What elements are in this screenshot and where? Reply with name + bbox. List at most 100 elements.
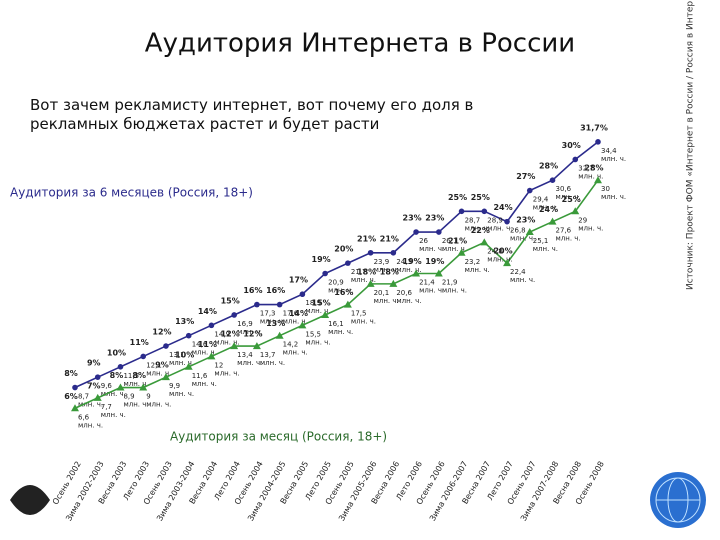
point bbox=[94, 374, 101, 380]
audience-label: 22,4 млн. ч. bbox=[510, 268, 535, 284]
globe-icon bbox=[650, 472, 706, 528]
point bbox=[436, 229, 442, 235]
audience-unit: млн. ч. bbox=[351, 318, 376, 326]
audience-unit: млн. ч. bbox=[533, 245, 558, 253]
audience-value: 9,9 bbox=[169, 382, 180, 390]
point bbox=[389, 279, 398, 287]
audience-unit: млн. ч. bbox=[214, 338, 239, 346]
value-label: 13% bbox=[175, 317, 194, 326]
audience-unit: млн. ч. bbox=[328, 287, 353, 295]
point bbox=[230, 342, 239, 350]
audience-unit: млн. ч. bbox=[260, 359, 285, 367]
value-label: 19% bbox=[425, 257, 444, 266]
audience-unit: млн. ч. bbox=[146, 369, 171, 377]
audience-unit: млн. ч. bbox=[396, 297, 421, 305]
point bbox=[367, 249, 374, 256]
value-label: 7% bbox=[87, 381, 101, 390]
value-label: 14% bbox=[289, 309, 308, 318]
audience-value: 11,5 bbox=[123, 372, 139, 380]
audience-label: 12,1 млн. ч. bbox=[146, 361, 171, 377]
audience-value: 26,1 bbox=[442, 237, 458, 245]
audience-unit: млн. ч. bbox=[101, 390, 126, 398]
audience-label: 34,4 млн. ч. bbox=[601, 147, 626, 163]
audience-unit: млн. ч. bbox=[283, 318, 308, 326]
audience-label: 9 млн. ч. bbox=[146, 393, 171, 409]
value-label: 23% bbox=[516, 216, 535, 225]
audience-value: 16,1 bbox=[328, 320, 344, 328]
value-label: 13% bbox=[266, 319, 285, 328]
point bbox=[93, 393, 102, 401]
value-label: 23% bbox=[403, 214, 422, 223]
audience-label: 17,5 млн. ч. bbox=[351, 310, 376, 326]
point bbox=[117, 364, 124, 370]
audience-value: 13,1 bbox=[169, 351, 185, 359]
audience-label: 11,6 млн. ч. bbox=[192, 372, 217, 388]
audience-label: 12 млн. ч. bbox=[214, 361, 239, 377]
point bbox=[275, 331, 284, 339]
point bbox=[595, 139, 601, 145]
value-label: 15% bbox=[221, 296, 240, 305]
audience-label: 28,9 млн. ч. bbox=[487, 216, 512, 232]
audience-unit: млн. ч. bbox=[237, 359, 262, 367]
audience-label: 17,3 млн. ч. bbox=[260, 310, 285, 326]
value-label: 24% bbox=[493, 203, 512, 212]
audience-value: 9,6 bbox=[101, 382, 113, 390]
audience-value: 14,6 bbox=[192, 341, 208, 349]
value-label: 25% bbox=[448, 193, 467, 202]
audience-label: 18,9 млн. ч. bbox=[305, 299, 330, 315]
audience-unit: млн. ч. bbox=[442, 245, 467, 253]
value-label: 9% bbox=[87, 359, 101, 368]
value-label: 10% bbox=[175, 350, 194, 359]
point bbox=[480, 238, 489, 246]
point bbox=[548, 217, 557, 225]
audience-value: 20,1 bbox=[374, 289, 390, 297]
point bbox=[412, 269, 421, 277]
audience-label: 20,9 млн. ч. bbox=[328, 279, 353, 295]
audience-unit: млн. ч. bbox=[465, 266, 490, 274]
point bbox=[343, 300, 352, 308]
point bbox=[345, 260, 351, 266]
audience-unit: млн. ч. bbox=[374, 266, 399, 274]
audience-unit: млн. ч. bbox=[510, 276, 535, 284]
point bbox=[525, 228, 534, 236]
audience-unit: млн. ч. bbox=[510, 235, 535, 243]
audience-unit: млн. ч. bbox=[351, 276, 376, 284]
audience-value: 12 bbox=[214, 361, 223, 369]
audience-value: 17,5 bbox=[351, 310, 367, 318]
value-label: 18% bbox=[380, 267, 399, 276]
audience-value: 20,6 bbox=[396, 289, 412, 297]
point bbox=[503, 259, 512, 267]
audience-unit: млн. ч. bbox=[533, 204, 558, 212]
point bbox=[71, 404, 79, 412]
audience-unit: млн. ч. bbox=[442, 287, 467, 295]
value-label: 16% bbox=[243, 286, 262, 295]
audience-label: 8,7 млн. ч. bbox=[78, 393, 103, 409]
value-label: 21% bbox=[448, 236, 467, 245]
audience-label: 6,6 млн. ч. bbox=[78, 413, 103, 429]
value-label: 12% bbox=[152, 328, 171, 337]
value-label: 11% bbox=[130, 338, 149, 347]
audience-label: 16,1 млн. ч. bbox=[328, 320, 353, 336]
audience-value: 21,4 bbox=[419, 279, 435, 287]
audience-label: 17,6 млн. ч. bbox=[283, 310, 308, 326]
point bbox=[276, 301, 283, 308]
audience-unit: млн. ч. bbox=[396, 266, 421, 274]
audience-value: 25,1 bbox=[533, 237, 549, 245]
audience-value: 20,9 bbox=[328, 279, 344, 287]
value-label: 31,7% bbox=[580, 123, 608, 132]
audience-unit: млн. ч. bbox=[578, 172, 603, 180]
audience-unit: млн. ч. bbox=[101, 411, 126, 419]
value-label: 9% bbox=[155, 361, 169, 370]
audience-label: 11,5 млн. ч. bbox=[123, 372, 148, 388]
audience-value: 28,7 bbox=[465, 216, 481, 224]
audience-label: 25,1 млн. ч. bbox=[533, 237, 558, 253]
audience-label: 21,4 млн. ч. bbox=[419, 279, 444, 295]
audience-label: 26,1 млн. ч. bbox=[442, 237, 467, 253]
logo bbox=[10, 485, 50, 515]
audience-value: 11,6 bbox=[192, 372, 208, 380]
point bbox=[185, 332, 192, 339]
audience-label: 29 млн. ч. bbox=[578, 216, 603, 232]
audience-label: 30,6 млн. ч. bbox=[556, 185, 581, 201]
audience-unit: млн. ч. bbox=[123, 380, 148, 388]
